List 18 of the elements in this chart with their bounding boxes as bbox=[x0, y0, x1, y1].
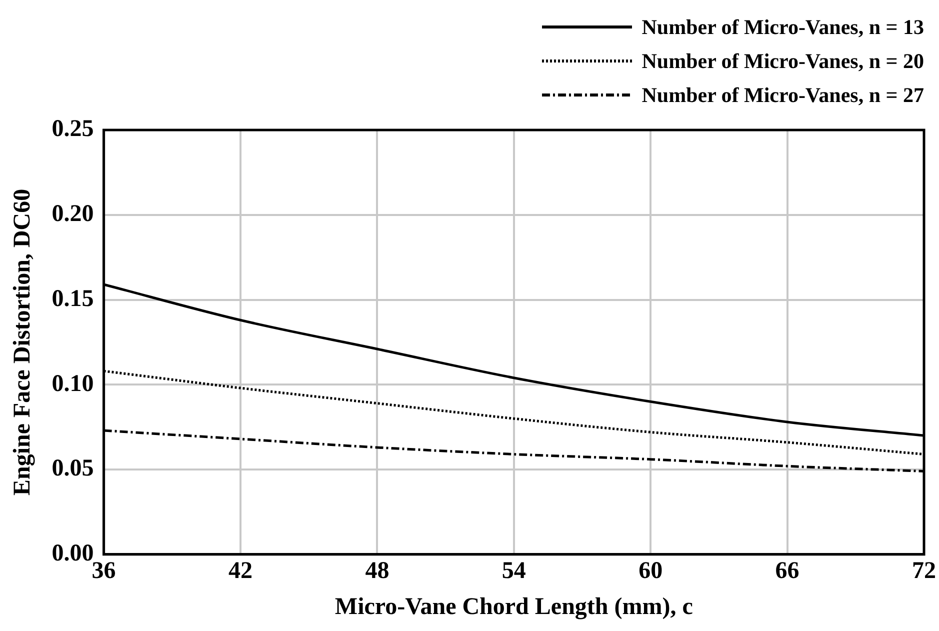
x-tick-label: 42 bbox=[228, 558, 252, 584]
x-tick-label: 48 bbox=[365, 558, 390, 584]
y-tick-label: 0.00 bbox=[52, 540, 94, 567]
x-tick-label: 66 bbox=[775, 558, 800, 584]
x-tick-label: 54 bbox=[502, 558, 526, 584]
x-tick-label: 36 bbox=[92, 558, 116, 584]
x-tick-label: 60 bbox=[638, 558, 663, 584]
legend-label: Number of Micro-Vanes, n = 20 bbox=[642, 48, 924, 74]
x-axis-title: Micro-Vane Chord Length (mm), c bbox=[334, 594, 694, 620]
x-tick-label: 72 bbox=[912, 558, 936, 584]
legend-label: Number of Micro-Vanes, n = 13 bbox=[642, 14, 924, 40]
y-tick-label: 0.15 bbox=[52, 286, 94, 312]
y-tick-label: 0.20 bbox=[52, 201, 94, 228]
legend-label: Number of Micro-Vanes, n = 27 bbox=[642, 82, 924, 108]
y-tick-label: 0.10 bbox=[52, 370, 94, 397]
y-tick-label: 0.05 bbox=[52, 456, 94, 482]
y-axis-title: Engine Face Distortion, DC60 bbox=[10, 188, 36, 496]
y-tick-label: 0.25 bbox=[52, 116, 94, 142]
